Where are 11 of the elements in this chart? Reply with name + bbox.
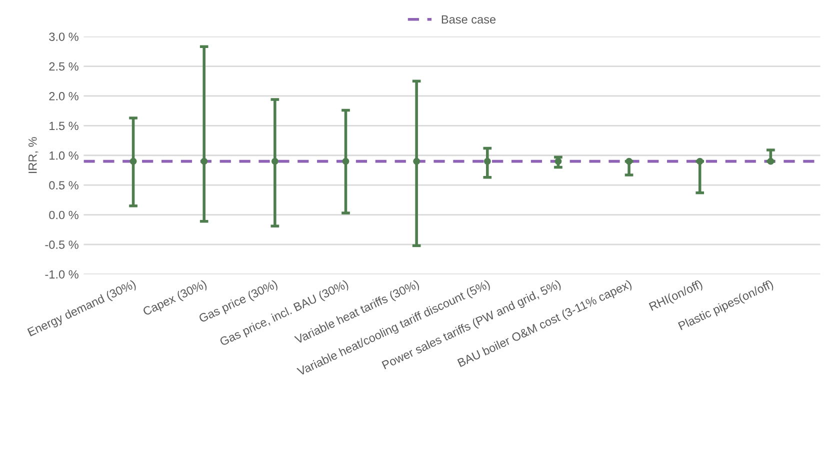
y-tick-label: 1.0 % <box>50 151 78 160</box>
y-axis-title: IRR, % <box>28 137 38 173</box>
y-tick-label: 0.5 % <box>49 181 78 190</box>
y-tick-label: 3.0 % <box>49 32 78 41</box>
y-tick-label: 1.5 % <box>50 122 78 130</box>
y-tick-label: 2.0 % <box>49 92 78 100</box>
y-tick-label: 0.0 % <box>49 210 78 220</box>
y-tick-label: 2.5 % <box>49 62 78 71</box>
y-tick-label: -0.5 % <box>45 240 78 249</box>
legend-label: Base case <box>442 15 496 24</box>
y-tick-label: -1.0 % <box>45 270 78 279</box>
